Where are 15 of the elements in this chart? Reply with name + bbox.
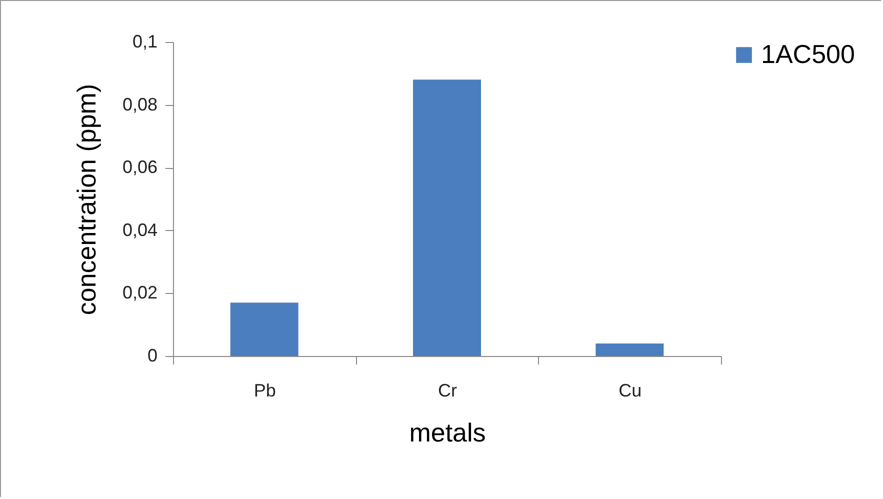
y-tick-label: 0,08: [122, 94, 158, 114]
bar: [413, 80, 481, 356]
x-tick-label: Cu: [618, 380, 642, 400]
y-tick-label: 0: [147, 346, 158, 366]
bar: [230, 302, 298, 356]
x-tick-label: Cr: [438, 380, 457, 400]
legend-label: 1AC500: [761, 39, 855, 69]
y-axis-title: concentration (ppm): [71, 84, 102, 316]
x-tick-label: Pb: [254, 380, 276, 400]
y-tick-label: 0,02: [122, 282, 158, 303]
bar: [596, 343, 664, 356]
x-axis-title: metals: [409, 418, 486, 448]
y-tick-label: 0,04: [122, 220, 158, 240]
y-tick-label: 0,1: [132, 32, 158, 52]
y-tick-label: 0,06: [122, 157, 158, 178]
